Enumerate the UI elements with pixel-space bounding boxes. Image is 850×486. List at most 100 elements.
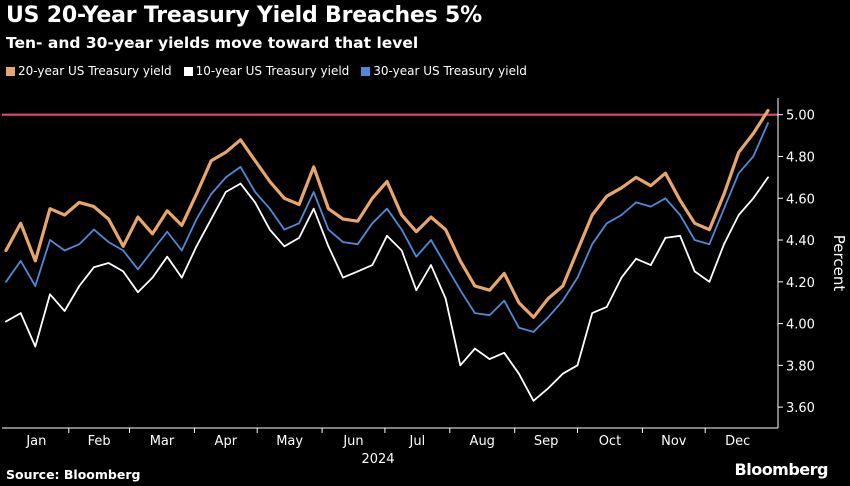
data-point (283, 245, 286, 248)
data-point (19, 222, 22, 225)
data-point (312, 166, 315, 168)
data-point (210, 159, 212, 162)
x-tick-label: May (276, 434, 303, 449)
data-point (181, 224, 183, 227)
data-point (444, 228, 447, 231)
data-point (606, 306, 608, 308)
data-point (254, 201, 256, 204)
data-point (34, 260, 37, 262)
data-point (576, 276, 579, 279)
data-point (93, 205, 95, 208)
data-point (664, 237, 667, 239)
data-point (342, 241, 344, 243)
data-point (430, 239, 432, 241)
x-tick-label: Sep (534, 434, 559, 449)
data-point (488, 289, 491, 292)
legend-swatch-30y (361, 66, 371, 76)
data-point (63, 214, 66, 216)
data-point (78, 243, 81, 245)
x-tick-label: Oct (599, 434, 621, 449)
data-point (327, 228, 330, 231)
data-point (254, 159, 256, 162)
data-point (63, 249, 66, 252)
data-point (283, 197, 286, 200)
data-point (488, 314, 491, 317)
data-point (767, 122, 769, 124)
data-point (49, 239, 51, 241)
data-point (737, 214, 740, 216)
axes-group: 5.00 4.80 4.60 4.40 4.20 4.00 3.80 3.60 Percent J… (2, 98, 848, 467)
data-point (166, 230, 168, 233)
data-point (664, 172, 667, 174)
data-point (503, 299, 506, 302)
data-point (415, 255, 418, 258)
data-point (708, 281, 711, 283)
series-group (4, 108, 770, 402)
data-point (93, 266, 95, 269)
y-axis-label: Percent (830, 235, 848, 292)
data-point (269, 207, 271, 210)
data-point (474, 347, 476, 350)
data-point (239, 166, 242, 168)
data-point (5, 249, 7, 252)
data-point (708, 243, 711, 245)
data-point (78, 201, 81, 204)
chart-title: US 20-Year Treasury Yield Breaches 5% (6, 3, 482, 28)
data-point (195, 193, 198, 195)
data-point (620, 276, 623, 279)
data-point (137, 216, 139, 218)
data-point (327, 245, 330, 248)
data-point (576, 364, 579, 367)
legend-label-30y: 30-year US Treasury yield (373, 64, 527, 78)
data-point (5, 320, 7, 323)
x-tick-label: Apr (215, 434, 238, 449)
data-point (166, 255, 168, 258)
data-point (679, 199, 681, 202)
x-tick-label: Jan (25, 434, 46, 449)
data-point (195, 245, 198, 248)
data-point (269, 228, 271, 231)
data-point (63, 310, 66, 312)
data-point (386, 235, 388, 237)
series-line-30y (5, 122, 769, 333)
data-point (752, 132, 755, 135)
data-point (151, 233, 154, 235)
data-point (767, 109, 769, 112)
data-point (518, 301, 520, 304)
y-tick-label: 4.80 (786, 150, 815, 165)
data-point (400, 249, 403, 252)
x-axis-label: 2024 (361, 452, 394, 467)
data-point (269, 180, 271, 183)
legend-item-20y: 20-year US Treasury yield (6, 64, 172, 78)
data-point (503, 272, 506, 275)
y-tick-label: 5.00 (786, 109, 815, 124)
data-point (444, 264, 447, 266)
legend-label-20y: 20-year US Treasury yield (18, 64, 172, 78)
data-point (225, 176, 227, 179)
data-point (591, 243, 593, 245)
data-point (664, 197, 667, 200)
data-point (239, 139, 242, 141)
data-point (239, 182, 242, 185)
y-tick-label: 4.00 (786, 318, 815, 333)
y-tick-label: 4.20 (786, 276, 815, 291)
source-note: Source: Bloomberg (6, 467, 141, 482)
data-point (723, 193, 725, 195)
data-point (371, 264, 374, 266)
data-point (400, 214, 403, 216)
data-point (737, 172, 740, 174)
legend-item-30y: 30-year US Treasury yield (361, 64, 527, 78)
legend-swatch-20y (6, 66, 15, 76)
y-tick-label: 3.80 (786, 359, 815, 374)
data-point (107, 218, 110, 220)
data-point (195, 218, 198, 220)
data-point (210, 218, 212, 220)
data-point (591, 214, 593, 216)
data-point (474, 285, 476, 287)
data-point (547, 387, 549, 390)
data-point (356, 243, 359, 245)
data-point (49, 207, 51, 210)
data-point (371, 197, 374, 200)
data-point (547, 297, 549, 300)
legend-swatch-10y (183, 66, 193, 76)
